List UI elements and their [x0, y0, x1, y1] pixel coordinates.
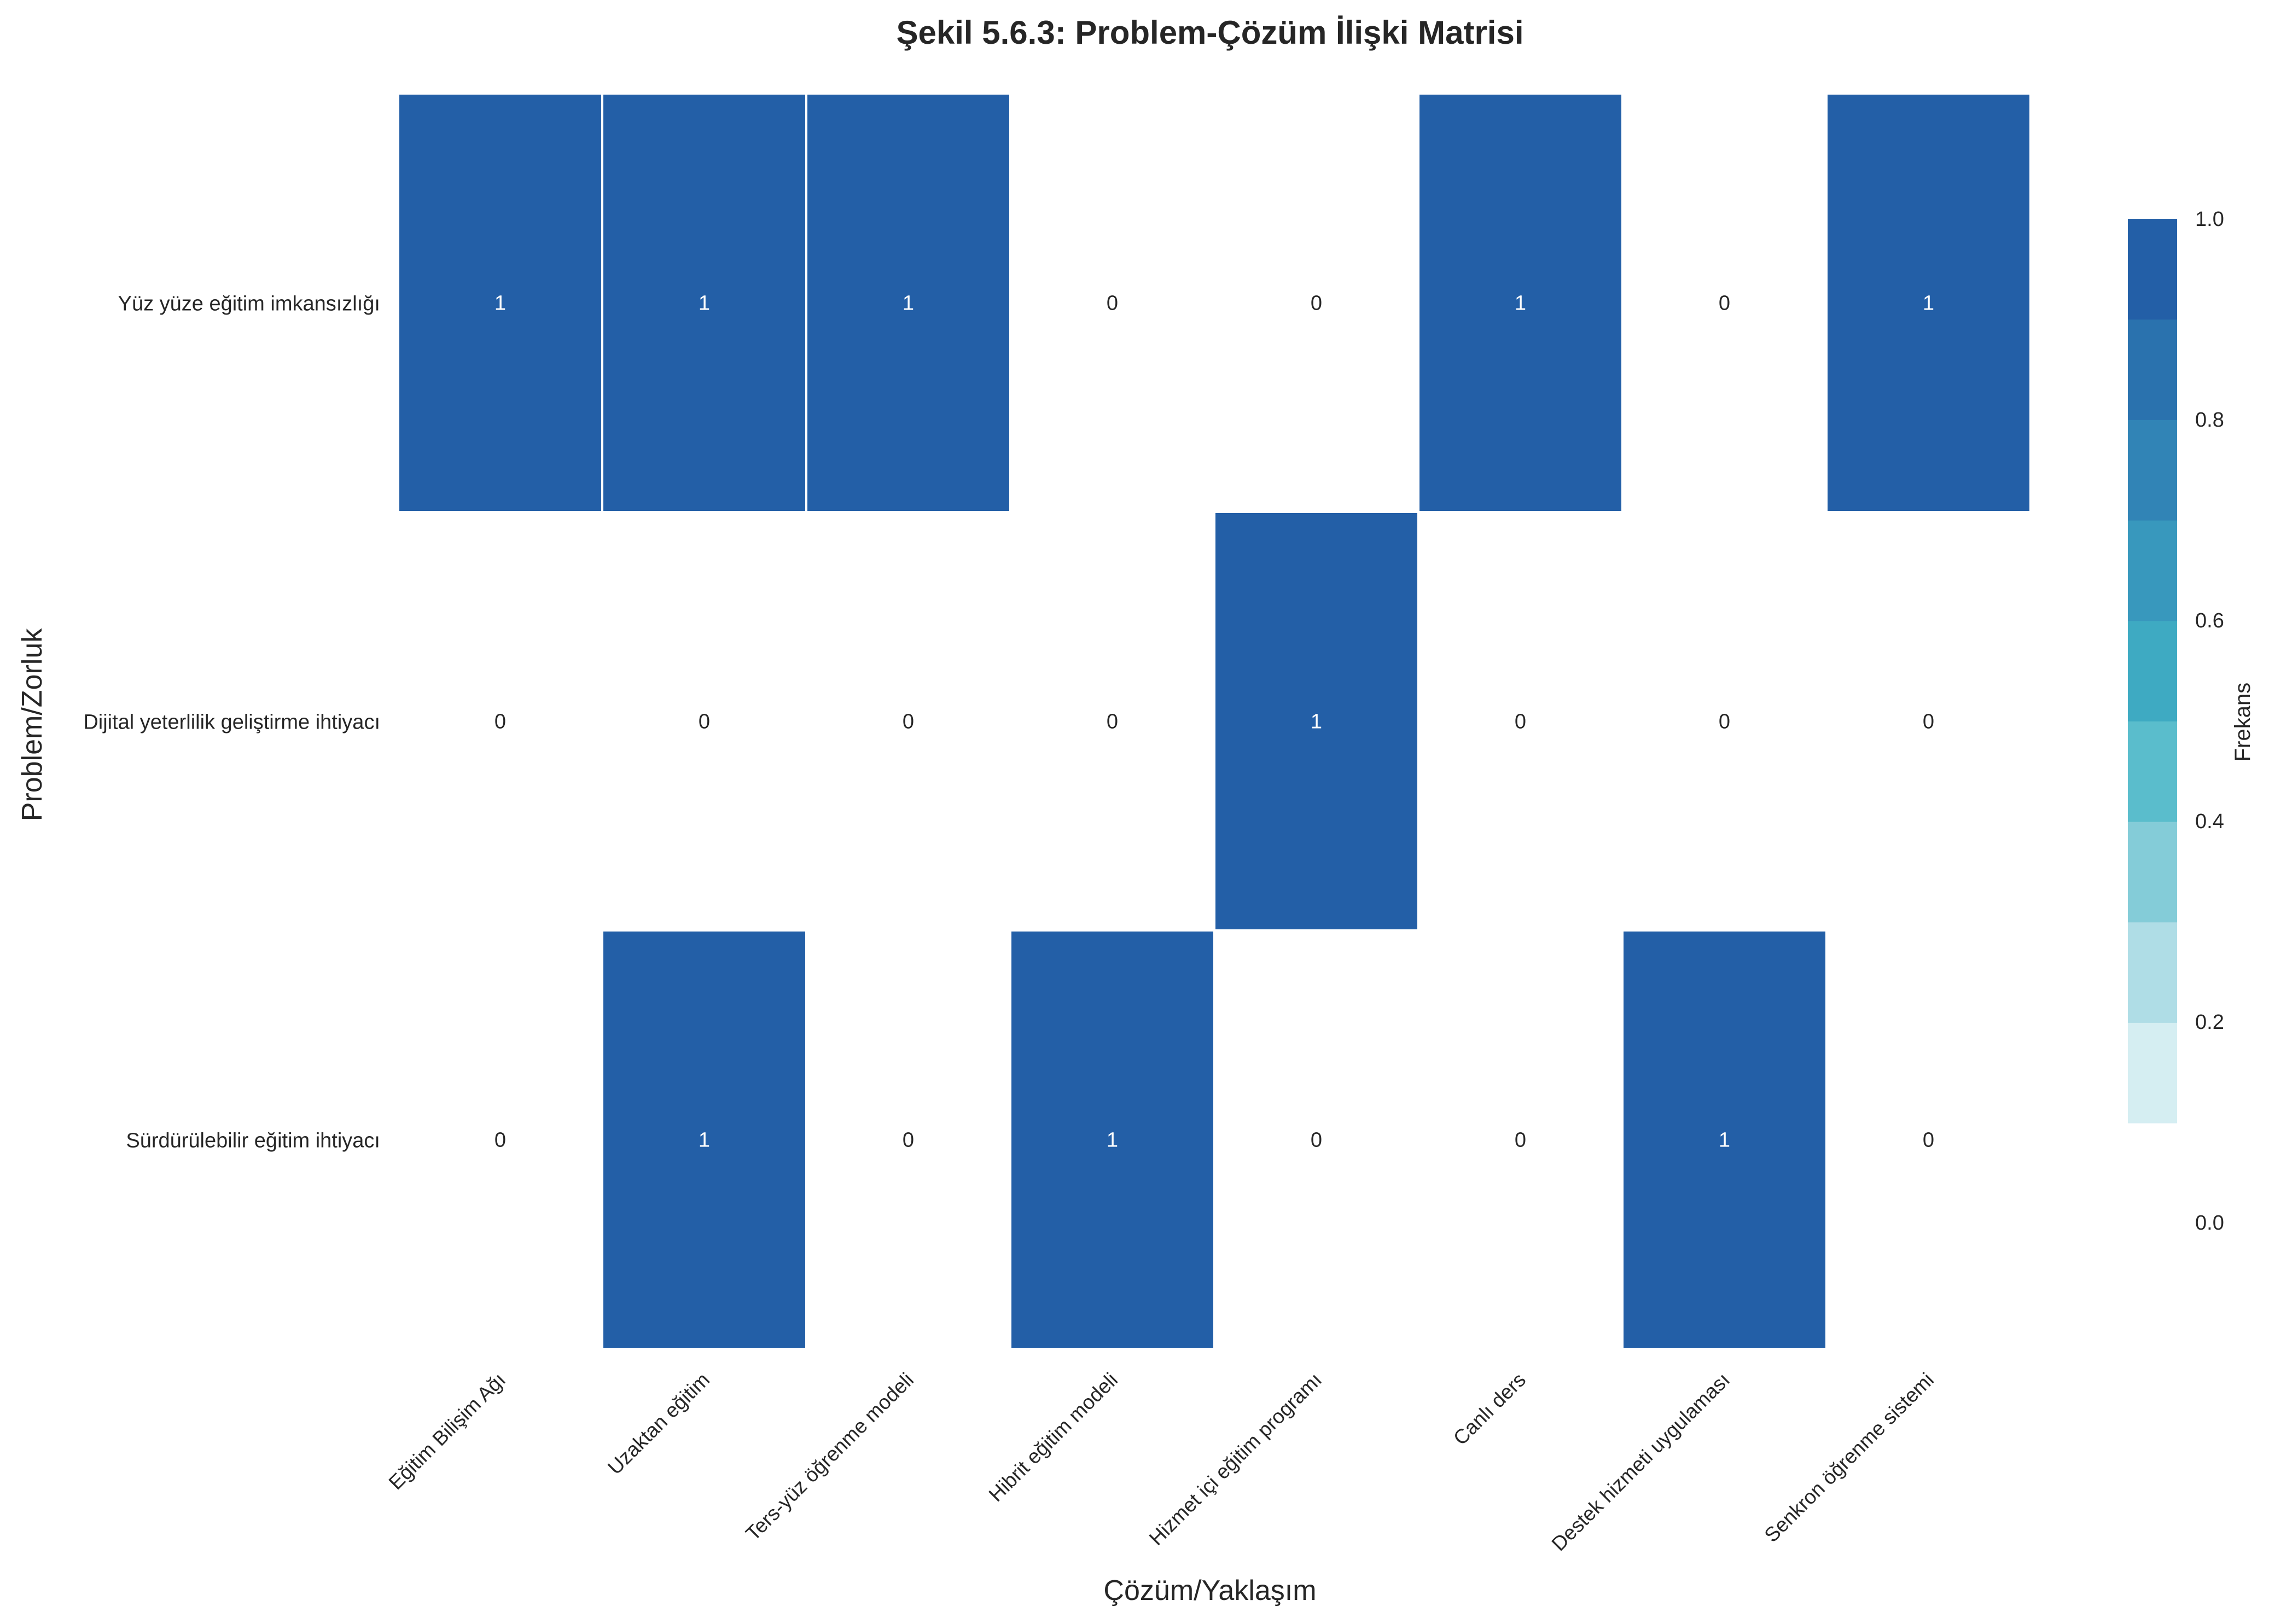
heatmap-cell [1417, 511, 1624, 932]
heatmap-cells [397, 92, 2032, 1350]
cell-annotation: 0 [1923, 1129, 1934, 1152]
x-tick-label: Ters-yüz öğrenme modeli [741, 1369, 918, 1545]
heatmap-cell [1213, 929, 1419, 1350]
y-tick-label: Yüz yüze eğitim imkansızlığı [118, 293, 380, 316]
x-tick-label: Eğitim Bilişim Ağı [385, 1369, 510, 1494]
colorbar-tick-label: 0.0 [2195, 1212, 2224, 1235]
cell-annotation: 0 [1719, 292, 1730, 315]
cell-annotation: 0 [1923, 711, 1934, 734]
cell-annotation: 1 [699, 292, 710, 315]
colorbar-segment [2128, 219, 2177, 320]
heatmap-cell [397, 92, 603, 513]
heatmap-cell [1213, 511, 1419, 932]
colorbar-segment [2128, 822, 2177, 923]
y-axis-label: Problem/Zorluk [16, 628, 48, 822]
x-tick-labels: Eğitim Bilişim Ağı Uzaktan eğitim Ters-yüz… [385, 1369, 1939, 1556]
heatmap-cell [601, 929, 807, 1350]
cell-annotation: 1 [699, 1129, 710, 1152]
cell-annotation: 0 [1311, 292, 1322, 315]
heatmap-cell [805, 92, 1011, 513]
cell-annotation: 1 [1311, 711, 1322, 734]
cell-annotations: 1 1 1 0 0 1 0 1 0 0 0 0 1 0 0 0 0 1 0 1 0 0 1 0 [494, 292, 1934, 1152]
cell-annotation: 1 [1719, 1129, 1730, 1152]
heatmap-cell [601, 92, 807, 513]
colorbar-segment [2128, 1022, 2177, 1124]
heatmap-cell [1621, 511, 1828, 932]
colorbar-segment [2128, 922, 2177, 1023]
cell-annotation: 1 [494, 292, 506, 315]
cell-annotation: 0 [1515, 1129, 1526, 1152]
heatmap-cell [1417, 92, 1624, 513]
cell-annotation: 0 [1311, 1129, 1322, 1152]
cell-annotation: 0 [903, 711, 914, 734]
heatmap-cell [1825, 92, 2032, 513]
x-tick-label: Uzaktan eğitim [603, 1369, 714, 1479]
cell-annotation: 0 [1515, 711, 1526, 734]
x-tick-label: Canlı ders [1449, 1369, 1530, 1450]
heatmap-cell [1213, 92, 1419, 513]
x-tick-label: Hizmet içi eğitim programı [1145, 1369, 1326, 1550]
colorbar-tick-label: 0.2 [2195, 1011, 2224, 1034]
y-tick-labels: Yüz yüze eğitim imkansızlığı Dijital yete… [83, 293, 380, 1152]
colorbar-segment [2128, 319, 2177, 420]
x-tick-label: Senkron öğrenme sistemi [1760, 1369, 1939, 1547]
colorbar-tick-label: 1.0 [2195, 208, 2224, 231]
heatmap-cell [1009, 92, 1215, 513]
cell-annotation: 0 [494, 711, 506, 734]
heatmap-cell [1825, 511, 2032, 932]
colorbar: 0.0 0.2 0.4 0.6 0.8 1.0 [2128, 208, 2224, 1235]
colorbar-label: Frekans [2231, 683, 2255, 762]
heatmap-cell [1621, 929, 1828, 1350]
heatmap-cell [1417, 929, 1624, 1350]
colorbar-tick-label: 0.8 [2195, 409, 2224, 432]
colorbar-segment [2128, 520, 2177, 621]
cell-annotation: 1 [903, 292, 914, 315]
cell-annotation: 1 [1923, 292, 1934, 315]
y-tick-label: Sürdürülebilir eğitim ihtiyacı [126, 1130, 380, 1152]
cell-annotation: 0 [699, 711, 710, 734]
colorbar-tick-label: 0.4 [2195, 810, 2224, 833]
colorbar-segment [2128, 420, 2177, 521]
x-tick-label: Destek hizmeti uygulaması [1547, 1369, 1735, 1556]
heatmap-cell [1009, 511, 1215, 932]
chart-title: Şekil 5.6.3: Problem-Çözüm İlişki Matris… [896, 14, 1523, 51]
colorbar-segment [2128, 620, 2177, 721]
heatmap-cell [601, 511, 807, 932]
colorbar-segment [2128, 721, 2177, 822]
heatmap-cell [397, 929, 603, 1350]
y-tick-label: Dijital yeterlilik geliştirme ihtiyacı [83, 711, 380, 734]
cell-annotation: 1 [1515, 292, 1526, 315]
colorbar-tick-label: 0.6 [2195, 609, 2224, 632]
cell-annotation: 1 [1107, 1129, 1118, 1152]
heatmap-cell [1009, 929, 1215, 1350]
heatmap-cell [805, 929, 1011, 1350]
cell-annotation: 0 [1107, 292, 1118, 315]
cell-annotation: 0 [903, 1129, 914, 1152]
heatmap-cell [1825, 929, 2032, 1350]
cell-annotation: 0 [1719, 711, 1730, 734]
cell-annotation: 0 [1107, 711, 1118, 734]
x-axis-label: Çözüm/Yaklaşım [1103, 1575, 1316, 1606]
x-tick-label: Hibrit eğitim modeli [985, 1369, 1122, 1506]
cell-annotation: 0 [494, 1129, 506, 1152]
